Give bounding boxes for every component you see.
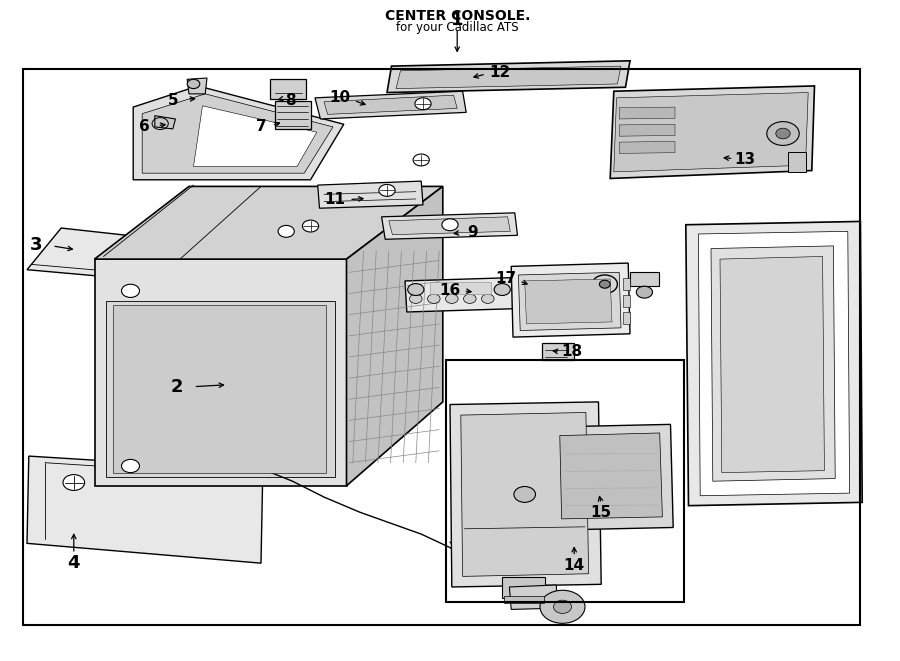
Text: 1: 1 bbox=[451, 11, 464, 29]
Polygon shape bbox=[106, 301, 335, 477]
Circle shape bbox=[415, 98, 431, 110]
Bar bbox=[270, 79, 306, 99]
Text: 18: 18 bbox=[561, 344, 582, 359]
Text: 15: 15 bbox=[590, 505, 612, 520]
Circle shape bbox=[494, 284, 510, 295]
Text: 8: 8 bbox=[285, 93, 296, 108]
Polygon shape bbox=[346, 186, 443, 486]
Text: 9: 9 bbox=[467, 225, 478, 240]
Polygon shape bbox=[450, 402, 601, 587]
Text: 6: 6 bbox=[139, 120, 149, 134]
Circle shape bbox=[482, 294, 494, 303]
Circle shape bbox=[302, 220, 319, 232]
Bar bbox=[788, 152, 806, 172]
Text: 3: 3 bbox=[30, 235, 42, 254]
Polygon shape bbox=[94, 186, 443, 259]
Text: 5: 5 bbox=[167, 93, 178, 108]
Polygon shape bbox=[711, 246, 835, 481]
Text: 10: 10 bbox=[329, 91, 351, 105]
Circle shape bbox=[428, 294, 440, 303]
Polygon shape bbox=[194, 106, 317, 167]
Polygon shape bbox=[619, 107, 675, 119]
Bar bbox=[446, 360, 684, 602]
Text: 11: 11 bbox=[324, 192, 346, 207]
Polygon shape bbox=[27, 456, 263, 563]
Circle shape bbox=[554, 600, 572, 613]
Text: for your Cadillac ATS: for your Cadillac ATS bbox=[396, 21, 518, 34]
Text: 2: 2 bbox=[171, 377, 184, 396]
Circle shape bbox=[413, 154, 429, 166]
Text: 16: 16 bbox=[439, 284, 461, 298]
Polygon shape bbox=[511, 263, 630, 337]
Bar bbox=[22, 69, 860, 625]
Circle shape bbox=[408, 284, 424, 295]
Polygon shape bbox=[686, 221, 862, 506]
Polygon shape bbox=[720, 256, 824, 473]
Text: 14: 14 bbox=[563, 558, 585, 572]
Text: 17: 17 bbox=[495, 272, 517, 286]
Bar bbox=[623, 278, 630, 290]
Bar bbox=[542, 343, 574, 360]
Circle shape bbox=[63, 475, 85, 490]
Polygon shape bbox=[619, 124, 675, 136]
Polygon shape bbox=[112, 305, 326, 473]
Text: CENTER CONSOLE.: CENTER CONSOLE. bbox=[384, 9, 530, 23]
Circle shape bbox=[540, 590, 585, 623]
Circle shape bbox=[446, 294, 458, 303]
Bar bbox=[623, 312, 630, 324]
Text: 13: 13 bbox=[734, 153, 756, 167]
Polygon shape bbox=[155, 116, 176, 129]
Circle shape bbox=[122, 459, 140, 473]
Polygon shape bbox=[387, 61, 630, 93]
Polygon shape bbox=[389, 217, 510, 235]
Polygon shape bbox=[698, 231, 850, 496]
Bar bbox=[227, 378, 263, 391]
Circle shape bbox=[464, 294, 476, 303]
Bar bbox=[504, 596, 544, 603]
Bar bbox=[630, 272, 659, 286]
Polygon shape bbox=[94, 259, 346, 486]
Polygon shape bbox=[318, 181, 423, 208]
Polygon shape bbox=[153, 411, 279, 473]
Polygon shape bbox=[396, 66, 621, 89]
Circle shape bbox=[410, 294, 422, 303]
Circle shape bbox=[442, 219, 458, 231]
Polygon shape bbox=[518, 272, 621, 330]
Polygon shape bbox=[324, 95, 457, 114]
Text: 12: 12 bbox=[490, 65, 511, 80]
Polygon shape bbox=[509, 585, 558, 609]
Circle shape bbox=[767, 122, 799, 145]
Polygon shape bbox=[405, 278, 515, 312]
Polygon shape bbox=[619, 141, 675, 153]
Polygon shape bbox=[382, 213, 518, 239]
Polygon shape bbox=[551, 424, 673, 530]
Polygon shape bbox=[148, 410, 346, 476]
Bar bbox=[623, 295, 630, 307]
Bar bbox=[502, 577, 545, 598]
Circle shape bbox=[776, 128, 790, 139]
Circle shape bbox=[514, 486, 536, 502]
Polygon shape bbox=[614, 93, 808, 172]
Polygon shape bbox=[187, 78, 207, 94]
Circle shape bbox=[122, 284, 140, 297]
Bar bbox=[430, 282, 491, 294]
Polygon shape bbox=[525, 279, 612, 324]
Text: 4: 4 bbox=[68, 554, 80, 572]
Circle shape bbox=[636, 286, 652, 298]
Polygon shape bbox=[461, 412, 589, 576]
Polygon shape bbox=[560, 433, 662, 519]
Polygon shape bbox=[610, 86, 814, 178]
Bar bbox=[274, 101, 310, 129]
Text: 7: 7 bbox=[256, 120, 266, 134]
Circle shape bbox=[278, 225, 294, 237]
Circle shape bbox=[379, 184, 395, 196]
Polygon shape bbox=[142, 94, 333, 173]
Polygon shape bbox=[27, 228, 241, 286]
Polygon shape bbox=[315, 91, 466, 119]
Circle shape bbox=[187, 79, 200, 89]
Circle shape bbox=[599, 280, 610, 288]
Polygon shape bbox=[133, 86, 344, 180]
